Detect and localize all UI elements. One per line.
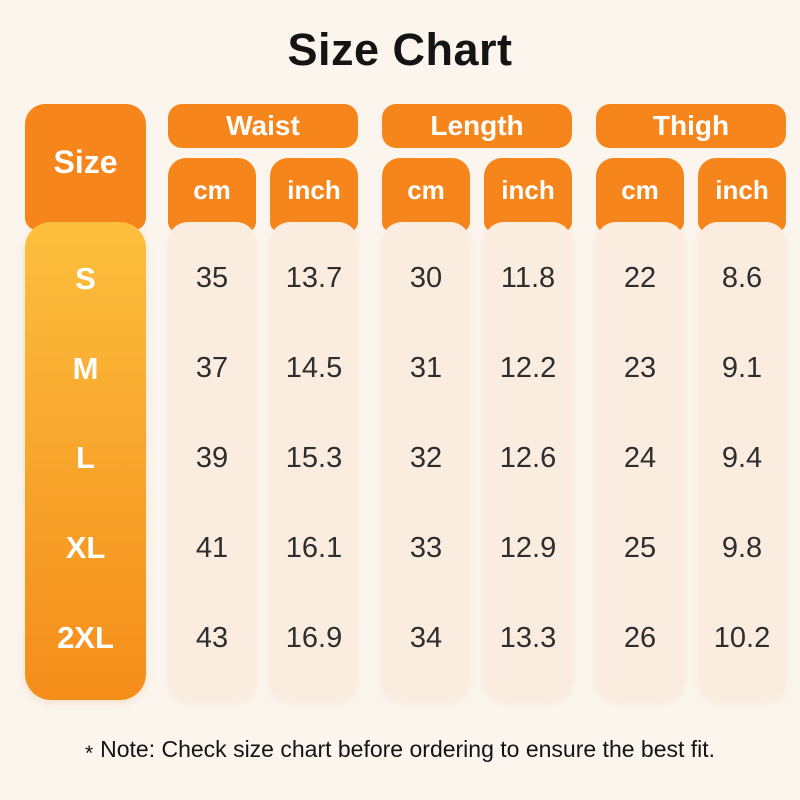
value-cell: 41 bbox=[195, 531, 229, 564]
value-cell: 9.1 bbox=[721, 352, 763, 385]
value-cell: 31 bbox=[409, 352, 443, 385]
value-cell: 23 bbox=[623, 352, 657, 385]
value-cell: 39 bbox=[195, 441, 229, 474]
value-cell: 12.9 bbox=[499, 531, 557, 564]
value-cell: 37 bbox=[195, 352, 229, 385]
value-cell: 15.3 bbox=[285, 441, 343, 474]
column-waist-cm: 35 37 39 41 43 bbox=[168, 222, 256, 700]
value-cell: 10.2 bbox=[713, 621, 771, 654]
footnote-asterisk: * bbox=[84, 742, 94, 765]
value-cell: 25 bbox=[623, 531, 657, 564]
value-cell: 11.8 bbox=[500, 262, 556, 295]
unit-header-thigh-cm: cm bbox=[596, 158, 684, 232]
value-cell: 16.9 bbox=[285, 621, 343, 654]
value-cell: 9.8 bbox=[721, 531, 763, 564]
group-header-thigh: Thigh bbox=[596, 104, 786, 148]
size-label-2xl: 2XL bbox=[57, 620, 114, 656]
group-header-length: Length bbox=[382, 104, 572, 148]
value-cell: 9.4 bbox=[721, 441, 763, 474]
value-cell: 14.5 bbox=[285, 352, 343, 385]
value-cell: 43 bbox=[195, 621, 229, 654]
value-cell: 8.6 bbox=[721, 262, 763, 295]
value-cell: 24 bbox=[623, 441, 657, 474]
value-cell: 12.2 bbox=[499, 352, 557, 385]
value-cell: 33 bbox=[409, 531, 443, 564]
unit-header-thigh-inch: inch bbox=[698, 158, 786, 232]
value-cell: 26 bbox=[623, 621, 657, 654]
column-thigh-inch: 8.6 9.1 9.4 9.8 10.2 bbox=[698, 222, 786, 700]
value-cell: 22 bbox=[623, 262, 657, 295]
value-cell: 35 bbox=[195, 262, 229, 295]
size-label-l: L bbox=[76, 440, 95, 476]
column-length-cm: 30 31 32 33 34 bbox=[382, 222, 470, 700]
page-title: Size Chart bbox=[287, 24, 513, 75]
unit-header-length-cm: cm bbox=[382, 158, 470, 232]
size-label-xl: XL bbox=[65, 530, 106, 566]
value-cell: 32 bbox=[409, 441, 443, 474]
value-cell: 16.1 bbox=[285, 531, 343, 564]
column-length-inch: 11.8 12.2 12.6 12.9 13.3 bbox=[484, 222, 572, 700]
value-cell: 12.6 bbox=[499, 441, 557, 474]
footnote: * Note: Check size chart before ordering … bbox=[0, 736, 800, 765]
value-cell: 30 bbox=[409, 262, 443, 295]
group-header-waist: Waist bbox=[168, 104, 358, 148]
size-column-body: S M L XL 2XL bbox=[25, 222, 146, 700]
value-cell: 34 bbox=[409, 621, 443, 654]
size-label-s: S bbox=[75, 260, 96, 296]
value-cell: 13.7 bbox=[285, 262, 343, 295]
column-thigh-cm: 22 23 24 25 26 bbox=[596, 222, 684, 700]
unit-header-length-inch: inch bbox=[484, 158, 572, 232]
unit-header-waist-cm: cm bbox=[168, 158, 256, 232]
footnote-text: Note: Check size chart before ordering t… bbox=[100, 736, 716, 762]
column-waist-inch: 13.7 14.5 15.3 16.1 16.9 bbox=[270, 222, 358, 700]
unit-header-waist-inch: inch bbox=[270, 158, 358, 232]
value-cell: 13.3 bbox=[499, 621, 557, 654]
size-column-header: Size bbox=[25, 104, 146, 230]
size-label-m: M bbox=[72, 350, 99, 386]
